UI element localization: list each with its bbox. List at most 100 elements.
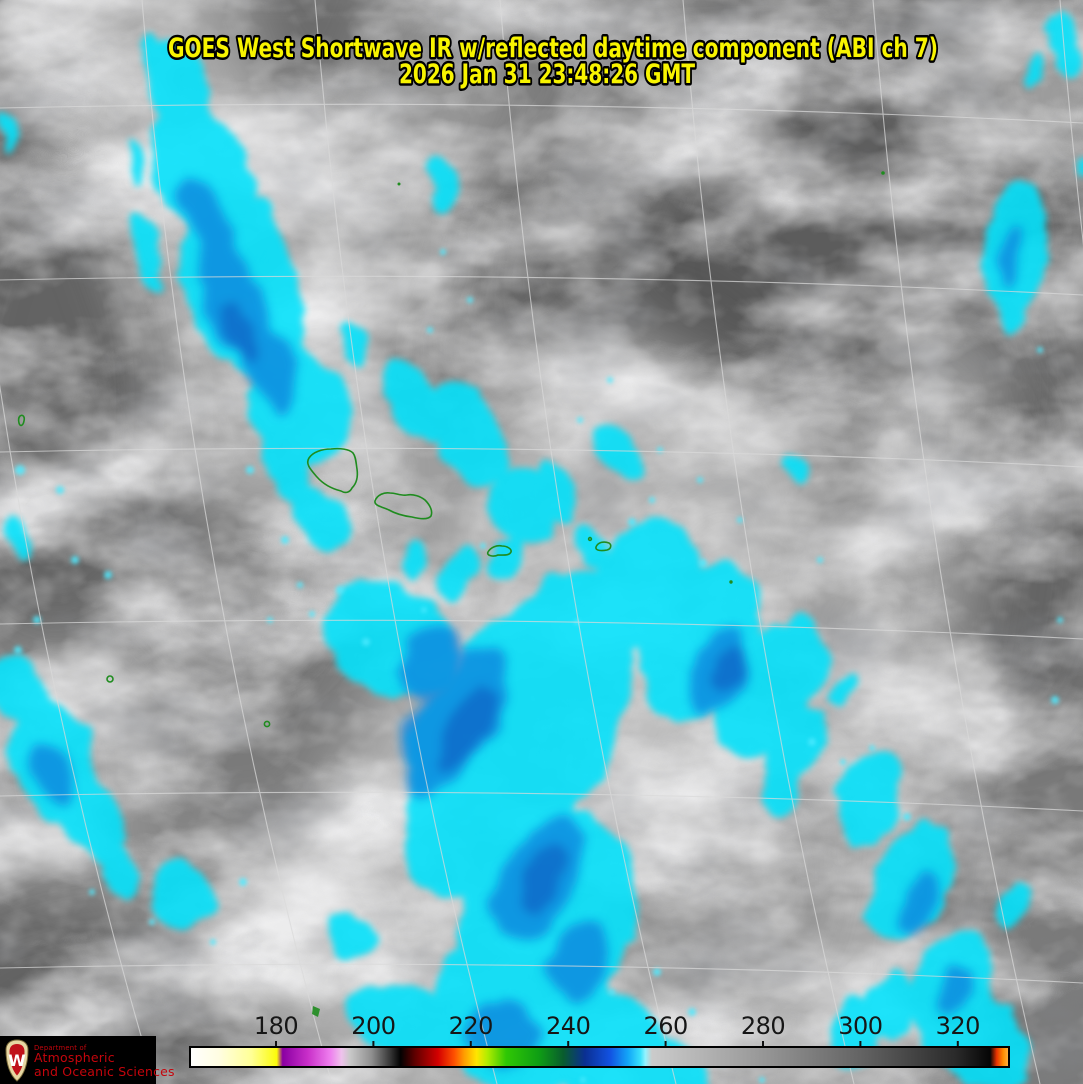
- cold-cloud-speck: [440, 249, 446, 255]
- colorbar-tick-label: 240: [546, 1012, 590, 1040]
- cold-cloud-speck: [1051, 696, 1059, 704]
- longitude-line: [314, 0, 498, 1084]
- cold-cloud-speck: [869, 745, 875, 751]
- cold-cloud-patch: [827, 672, 853, 708]
- cold-cloud-speck: [427, 327, 433, 333]
- cold-cloud-speck: [239, 878, 247, 886]
- uw-aos-logo: W Department of Atmospheric and Oceanic …: [0, 1036, 175, 1084]
- cold-cloud-patch: [246, 198, 278, 252]
- cold-cloud-speck: [1057, 617, 1063, 623]
- cold-cloud-speckle-layer: [14, 249, 1063, 1083]
- coastline-islet-east: [595, 541, 612, 552]
- cold-core-patch: [999, 223, 1025, 287]
- cold-cloud-patch: [761, 701, 829, 789]
- logo-name-line1: Atmospheric: [34, 1050, 115, 1065]
- cold-cloud-patch: [429, 384, 507, 480]
- cold-cloud-patch: [995, 294, 1025, 336]
- cold-cloud-patch: [63, 781, 127, 863]
- cold-cloud-speck: [15, 465, 25, 475]
- image-title: GOES West Shortwave IR w/reflected dayti…: [168, 33, 938, 64]
- latitude-line: [0, 963, 1083, 984]
- cold-cloud-speck: [33, 616, 41, 624]
- cold-cloud-speck: [903, 813, 911, 821]
- latitude-line: [0, 275, 1083, 296]
- island-mark: [312, 1006, 320, 1017]
- cold-core-patch: [400, 624, 460, 696]
- cold-cloud-speck: [281, 536, 289, 544]
- cold-cloud-patch: [349, 983, 451, 1061]
- cold-cloud-patch: [1025, 46, 1045, 88]
- cold-cloud-speck: [607, 377, 613, 383]
- cold-cloud-speck: [56, 486, 64, 494]
- cold-cloud-speck: [89, 889, 95, 895]
- logo-name-line2: and Oceanic Sciences: [34, 1064, 175, 1079]
- cold-cloud-patch: [766, 765, 804, 819]
- cold-cloud-patch: [530, 457, 576, 523]
- colorbar-tick-label: 300: [838, 1012, 882, 1040]
- cold-cloud-patch: [138, 36, 166, 88]
- cold-cloud-speck: [577, 417, 583, 423]
- colorbar-tick-label: 280: [741, 1012, 785, 1040]
- longitude-line: [0, 383, 156, 1084]
- cold-cloud-patch: [404, 570, 636, 900]
- coastline-tutuila: [486, 544, 512, 557]
- cold-cloud-patch: [783, 448, 807, 482]
- coldest-cloud-core-layer: [34, 177, 1025, 1068]
- coastlines: [17, 414, 612, 728]
- cold-cloud-speck: [246, 466, 254, 474]
- cold-cloud-speck: [697, 477, 703, 483]
- cold-cloud-speck: [336, 586, 344, 594]
- latitude-line: [0, 619, 1083, 640]
- cold-cloud-patch: [489, 540, 521, 580]
- cold-cloud-speck: [297, 582, 303, 588]
- cold-cloud-speck: [480, 543, 486, 549]
- cold-cloud-patch: [0, 657, 45, 727]
- latitude-line: [0, 791, 1083, 812]
- cold-cloud-patch: [123, 136, 143, 188]
- cold-cloud-speck: [699, 559, 707, 567]
- cold-cloud-speck: [71, 556, 79, 564]
- cold-cloud-speck: [149, 919, 155, 925]
- cold-cloud-speck: [104, 571, 112, 579]
- latitude-line: [0, 103, 1083, 124]
- longitude-line: [499, 0, 677, 1084]
- cold-cloud-speck: [688, 1008, 696, 1016]
- cold-cloud-speck: [737, 517, 743, 523]
- cold-cloud-patch: [1076, 157, 1083, 183]
- longitude-line: [682, 0, 855, 1084]
- coastline-islet-small-1: [106, 675, 114, 683]
- cold-cloud-speck: [759, 1077, 765, 1083]
- colorbar: 180 200 220 240 260 280 300 320: [189, 1012, 1010, 1068]
- coldest-core-patch: [223, 299, 257, 361]
- coastline-savaii: [306, 447, 359, 494]
- cold-cloud-speck: [467, 297, 473, 303]
- coastline-islet-small-2: [263, 720, 271, 728]
- longitude-line: [141, 0, 333, 1084]
- coldest-core-patch: [438, 689, 498, 771]
- cold-cloud-patch: [297, 489, 347, 551]
- island-dot: [397, 182, 401, 186]
- cold-cloud-patch: [997, 881, 1027, 929]
- cold-cloud-patch: [153, 859, 217, 933]
- crest-w-letter: W: [8, 1051, 26, 1070]
- cold-cloud-speck: [808, 738, 816, 746]
- coldest-core-patch: [519, 840, 571, 910]
- cold-cloud-speck: [653, 968, 661, 976]
- cold-cloud-patch: [0, 109, 18, 155]
- cold-cloud-speck: [817, 557, 823, 563]
- cold-cloud-patch: [834, 750, 902, 850]
- uw-crest-icon: W: [5, 1039, 29, 1082]
- coastline-islet-dot-1: [587, 536, 593, 542]
- colorbar-tick-label: 320: [936, 1012, 980, 1040]
- colorbar-tick-label: 180: [254, 1012, 298, 1040]
- image-timestamp: 2026 Jan 31 23:48:26 GMT: [399, 59, 695, 90]
- cold-core-patch: [548, 920, 612, 1000]
- cold-core-patch: [34, 744, 76, 806]
- cold-cloud-speck: [1037, 347, 1043, 353]
- cold-cloud-speck: [609, 989, 615, 995]
- colorbar-tick-label: 200: [351, 1012, 395, 1040]
- cold-cloud-speck: [649, 497, 655, 503]
- cold-cloud-speck: [580, 1077, 586, 1083]
